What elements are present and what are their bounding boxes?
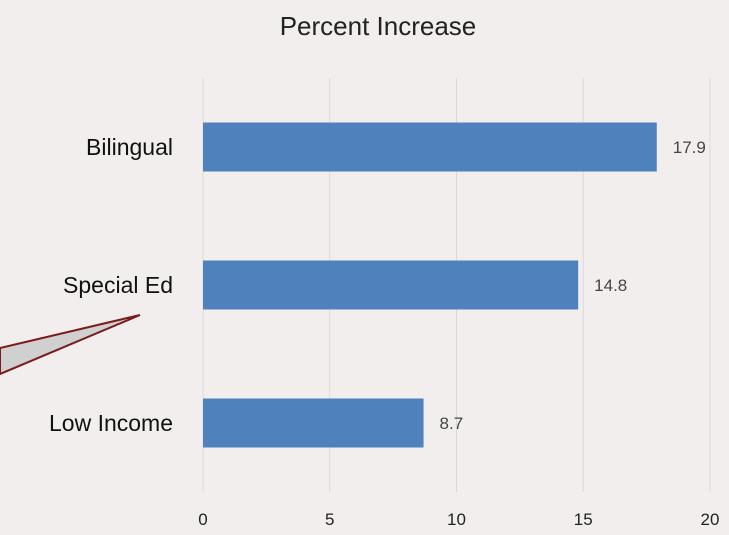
bar-special-ed — [203, 260, 579, 310]
x-tick-label-0: 0 — [198, 510, 207, 529]
category-label-special-ed: Special Ed — [63, 272, 173, 298]
data-label-low-income: 8.7 — [440, 414, 464, 433]
chart-title: Percent Increase — [280, 11, 477, 41]
x-tick-label-15: 15 — [574, 510, 593, 529]
x-tick-label-5: 5 — [325, 510, 334, 529]
x-tick-label-20: 20 — [701, 510, 720, 529]
bar-bilingual — [203, 122, 657, 172]
data-label-bilingual: 17.9 — [673, 138, 706, 157]
data-label-special-ed: 14.8 — [594, 276, 627, 295]
bar-low-income — [203, 398, 424, 448]
bars — [203, 122, 657, 448]
callout-pointer — [0, 314, 141, 376]
x-tick-label-10: 10 — [447, 510, 466, 529]
callout-shape — [0, 314, 141, 376]
data-labels: 17.9 14.8 8.7 — [440, 138, 706, 433]
category-labels: Bilingual Special Ed Low Income — [49, 134, 173, 436]
x-axis-tick-labels: 0 5 10 15 20 — [198, 510, 719, 529]
category-label-low-income: Low Income — [49, 410, 173, 436]
category-label-bilingual: Bilingual — [86, 134, 173, 160]
